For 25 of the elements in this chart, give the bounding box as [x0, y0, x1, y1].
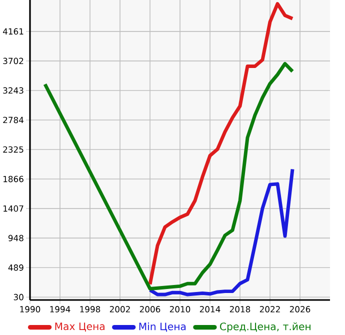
legend-label: Сред.Цена, т.йен	[220, 322, 310, 332]
x-tick-label: 2018	[230, 306, 250, 312]
x-tick-label: 2014	[200, 306, 220, 312]
x-tick-label: 2022	[260, 306, 280, 312]
x-tick-label: 2006	[140, 306, 160, 312]
y-tick-label: 1866	[4, 176, 24, 182]
y-tick-label: 2325	[3, 146, 24, 153]
legend-label: Min Цена	[139, 322, 186, 332]
y-tick-label: 948	[8, 234, 24, 242]
y-tick-label: 489	[8, 264, 24, 271]
x-tick-label: 1998	[80, 306, 100, 312]
y-tick-label: 3702	[3, 58, 24, 64]
y-tick-label: 30	[14, 294, 24, 300]
y-tick-label: 1407	[4, 205, 24, 212]
y-tick-label: 3243	[3, 87, 24, 94]
line-series	[148, 2, 294, 286]
x-tick-label: 2010	[170, 306, 190, 312]
x-tick-label: 1990	[20, 306, 40, 312]
x-tick-label: 1994	[50, 306, 70, 312]
legend-label: Max Цена	[55, 322, 104, 332]
y-tick-label: 4161	[3, 28, 24, 35]
x-tick-label: 2002	[110, 306, 130, 312]
y-tick-label: 2784	[3, 116, 24, 124]
x-tick-label: 2026	[290, 306, 310, 312]
line-series	[148, 167, 294, 296]
